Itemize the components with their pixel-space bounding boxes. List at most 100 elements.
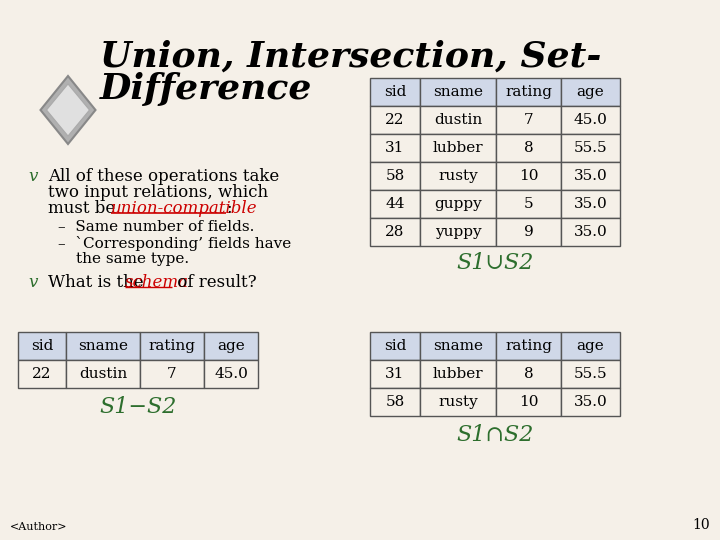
FancyBboxPatch shape [420,332,496,360]
Text: 10: 10 [693,518,710,532]
Text: yuppy: yuppy [435,225,481,239]
Text: 10: 10 [518,169,539,183]
Text: rusty: rusty [438,395,478,409]
Text: S1−S2: S1−S2 [99,396,176,418]
Text: 55.5: 55.5 [574,141,607,155]
FancyBboxPatch shape [370,218,420,246]
Text: –  Same number of fields.: – Same number of fields. [58,220,254,234]
Text: 22: 22 [385,113,405,127]
FancyBboxPatch shape [496,332,561,360]
Text: Difference: Difference [100,72,312,106]
Text: 35.0: 35.0 [574,169,608,183]
FancyBboxPatch shape [420,360,496,388]
FancyBboxPatch shape [370,106,420,134]
FancyBboxPatch shape [561,190,620,218]
Text: rating: rating [505,339,552,353]
FancyBboxPatch shape [496,218,561,246]
FancyBboxPatch shape [204,332,258,360]
Text: age: age [577,339,604,353]
Polygon shape [47,84,89,136]
Text: schema: schema [125,274,189,291]
Text: 7: 7 [523,113,534,127]
Text: sname: sname [433,339,483,353]
FancyBboxPatch shape [420,162,496,190]
FancyBboxPatch shape [370,134,420,162]
Text: of result?: of result? [172,274,256,291]
FancyBboxPatch shape [561,218,620,246]
FancyBboxPatch shape [420,78,496,106]
FancyBboxPatch shape [420,218,496,246]
FancyBboxPatch shape [370,388,420,416]
Text: dustin: dustin [79,367,127,381]
Text: rating: rating [148,339,196,353]
FancyBboxPatch shape [370,162,420,190]
FancyBboxPatch shape [561,134,620,162]
Text: 8: 8 [523,367,534,381]
Text: lubber: lubber [433,367,483,381]
Text: 55.5: 55.5 [574,367,607,381]
Text: What is the: What is the [48,274,149,291]
Text: 28: 28 [385,225,405,239]
Text: –  `Corresponding’ fields have: – `Corresponding’ fields have [58,236,292,251]
Text: sid: sid [384,339,406,353]
FancyBboxPatch shape [496,190,561,218]
Text: sid: sid [384,85,406,99]
FancyBboxPatch shape [496,360,561,388]
Text: 35.0: 35.0 [574,225,608,239]
FancyBboxPatch shape [561,162,620,190]
FancyBboxPatch shape [561,360,620,388]
Text: union-compatible: union-compatible [111,200,258,217]
FancyBboxPatch shape [370,190,420,218]
Text: the same type.: the same type. [76,252,189,266]
Text: 9: 9 [523,225,534,239]
FancyBboxPatch shape [496,134,561,162]
Text: sname: sname [433,85,483,99]
Text: 45.0: 45.0 [574,113,608,127]
FancyBboxPatch shape [420,106,496,134]
Text: 35.0: 35.0 [574,395,608,409]
FancyBboxPatch shape [496,106,561,134]
Text: <Author>: <Author> [10,522,68,532]
FancyBboxPatch shape [561,332,620,360]
Text: dustin: dustin [434,113,482,127]
Text: 5: 5 [523,197,534,211]
Text: sid: sid [31,339,53,353]
Text: 58: 58 [385,169,405,183]
Text: age: age [577,85,604,99]
Text: v: v [28,168,37,185]
Text: 8: 8 [523,141,534,155]
FancyBboxPatch shape [496,388,561,416]
FancyBboxPatch shape [561,388,620,416]
Text: 31: 31 [385,141,405,155]
Text: 58: 58 [385,395,405,409]
FancyBboxPatch shape [370,360,420,388]
FancyBboxPatch shape [66,332,140,360]
FancyBboxPatch shape [561,106,620,134]
Text: :: : [226,200,232,217]
FancyBboxPatch shape [370,332,420,360]
Text: 22: 22 [32,367,52,381]
Text: two input relations, which: two input relations, which [48,184,268,201]
Text: All of these operations take: All of these operations take [48,168,279,185]
Text: must be: must be [48,200,120,217]
Text: 7: 7 [167,367,177,381]
FancyBboxPatch shape [561,78,620,106]
Text: 10: 10 [518,395,539,409]
FancyBboxPatch shape [420,388,496,416]
FancyBboxPatch shape [496,162,561,190]
FancyBboxPatch shape [370,78,420,106]
Text: lubber: lubber [433,141,483,155]
FancyBboxPatch shape [496,78,561,106]
Text: guppy: guppy [434,197,482,211]
FancyBboxPatch shape [204,360,258,388]
FancyBboxPatch shape [18,360,66,388]
Text: Union, Intersection, Set-: Union, Intersection, Set- [100,40,601,74]
Text: age: age [217,339,245,353]
Text: rating: rating [505,85,552,99]
Polygon shape [40,76,96,144]
Text: S1∪S2: S1∪S2 [456,252,534,274]
FancyBboxPatch shape [18,332,66,360]
Text: 45.0: 45.0 [214,367,248,381]
FancyBboxPatch shape [66,360,140,388]
Text: sname: sname [78,339,128,353]
